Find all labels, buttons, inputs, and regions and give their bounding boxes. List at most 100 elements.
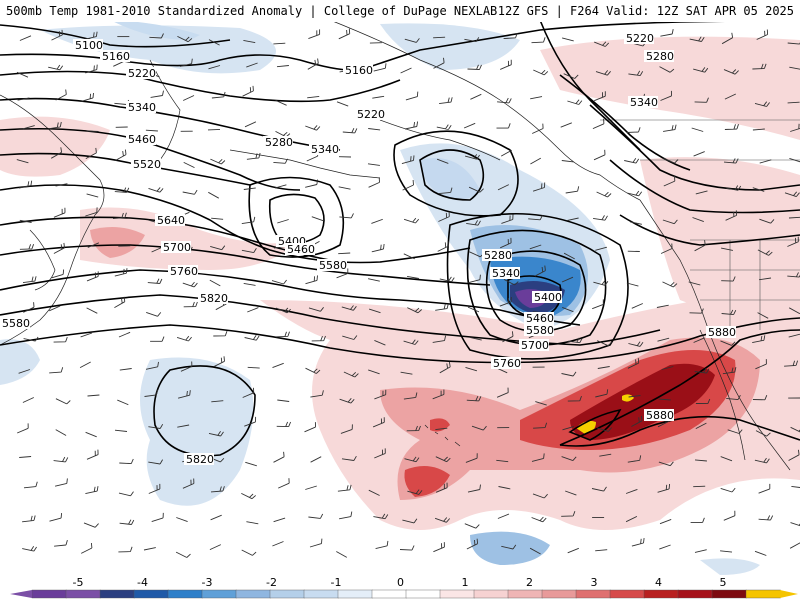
wind-barb <box>79 361 91 368</box>
wind-barb <box>275 307 291 314</box>
wind-barb <box>176 335 192 342</box>
wind-barb <box>307 58 319 70</box>
wind-barb <box>752 63 767 70</box>
wind-barb <box>499 296 512 307</box>
wind-barb <box>177 424 190 428</box>
colorbar-segment <box>371 589 407 599</box>
wind-barb <box>752 395 768 401</box>
wind-barb <box>87 242 100 248</box>
svg-text:5400: 5400 <box>534 291 562 304</box>
wind-barb <box>599 453 612 457</box>
wind-barb <box>243 39 256 44</box>
wind-barb <box>339 213 354 219</box>
wind-barb <box>721 309 737 316</box>
wind-barb <box>694 368 710 374</box>
colorbar-segment <box>677 589 713 599</box>
wind-barb <box>565 186 580 194</box>
wind-barb <box>694 549 707 553</box>
wind-barb <box>309 538 323 548</box>
wind-barb <box>529 547 541 555</box>
wind-barb <box>789 157 800 163</box>
wind-barb <box>118 491 134 497</box>
wind-barb <box>305 125 321 131</box>
wind-barb <box>278 478 290 489</box>
wind-barb <box>305 275 318 285</box>
wind-barb <box>595 549 608 552</box>
wind-barb <box>465 453 478 463</box>
wind-barb <box>563 73 579 79</box>
colorbar-max-arrow <box>780 590 798 598</box>
wind-barb <box>631 303 643 309</box>
wind-barb <box>722 367 737 375</box>
wind-barb <box>148 483 161 494</box>
wind-barb <box>561 456 577 462</box>
colorbar-tick-label: -4 <box>137 576 148 589</box>
wind-barb <box>342 128 358 134</box>
contour-label: 5580 <box>0 317 30 330</box>
wind-barb <box>497 513 510 519</box>
wind-barb <box>371 243 385 253</box>
wind-barb <box>752 335 766 344</box>
wind-barb <box>433 36 446 39</box>
colorbar-segment <box>575 589 611 599</box>
svg-text:5580: 5580 <box>2 317 30 330</box>
wind-barb <box>694 240 706 252</box>
wind-barb <box>432 335 447 343</box>
wind-barb <box>277 399 290 402</box>
wind-barb <box>276 421 292 428</box>
wind-barb <box>368 308 381 314</box>
wind-barb <box>147 278 163 284</box>
wind-barb <box>758 515 774 521</box>
wind-barb <box>630 221 642 225</box>
wind-barb <box>112 212 127 219</box>
wind-barb <box>85 486 99 495</box>
wind-barb <box>691 127 704 132</box>
wind-barb <box>211 217 224 220</box>
wind-barb <box>721 32 734 45</box>
wind-barb <box>439 361 451 374</box>
contour-label: 5220 <box>126 67 156 80</box>
wind-barb <box>241 216 256 225</box>
wind-barb <box>468 274 481 284</box>
wind-barb <box>561 511 576 517</box>
wind-barb <box>183 95 195 101</box>
svg-text:5280: 5280 <box>646 50 674 63</box>
wind-barb <box>694 459 707 462</box>
wind-barb <box>50 147 63 159</box>
wind-barb <box>434 517 451 523</box>
wind-barb <box>247 307 259 313</box>
wind-barb <box>273 517 286 523</box>
wind-barb <box>210 245 226 251</box>
svg-text:5280: 5280 <box>265 136 293 149</box>
colorbar-segment <box>507 589 543 599</box>
colorbar-segment <box>745 589 781 599</box>
wind-barb <box>241 492 256 500</box>
wind-barb <box>402 179 414 191</box>
wind-barb <box>148 459 163 465</box>
svg-text:5220: 5220 <box>626 32 654 45</box>
wind-barb <box>531 453 545 462</box>
wind-barb <box>371 218 383 224</box>
wind-barb <box>244 335 260 341</box>
svg-text:5820: 5820 <box>186 453 214 466</box>
wind-barb <box>247 366 260 369</box>
svg-text:5100: 5100 <box>75 39 103 52</box>
wind-barb <box>368 369 380 375</box>
wind-barb <box>51 269 65 279</box>
wind-barb <box>310 456 322 463</box>
wind-barb <box>693 67 709 73</box>
svg-text:5820: 5820 <box>200 292 228 305</box>
colorbar-tick-label: -3 <box>202 576 213 589</box>
contour-label: 5700 <box>519 339 549 352</box>
wind-barb <box>19 219 32 223</box>
wind-barb <box>723 69 739 75</box>
wind-barb <box>466 396 482 402</box>
contour-label: 5820 <box>198 292 228 305</box>
wind-barb <box>432 389 445 400</box>
wind-barb <box>273 451 285 463</box>
wind-barb <box>529 244 542 250</box>
wind-barb <box>336 268 349 279</box>
contour-label: 5280 <box>263 136 293 149</box>
wind-barb <box>243 187 256 190</box>
wind-barb <box>150 336 165 342</box>
